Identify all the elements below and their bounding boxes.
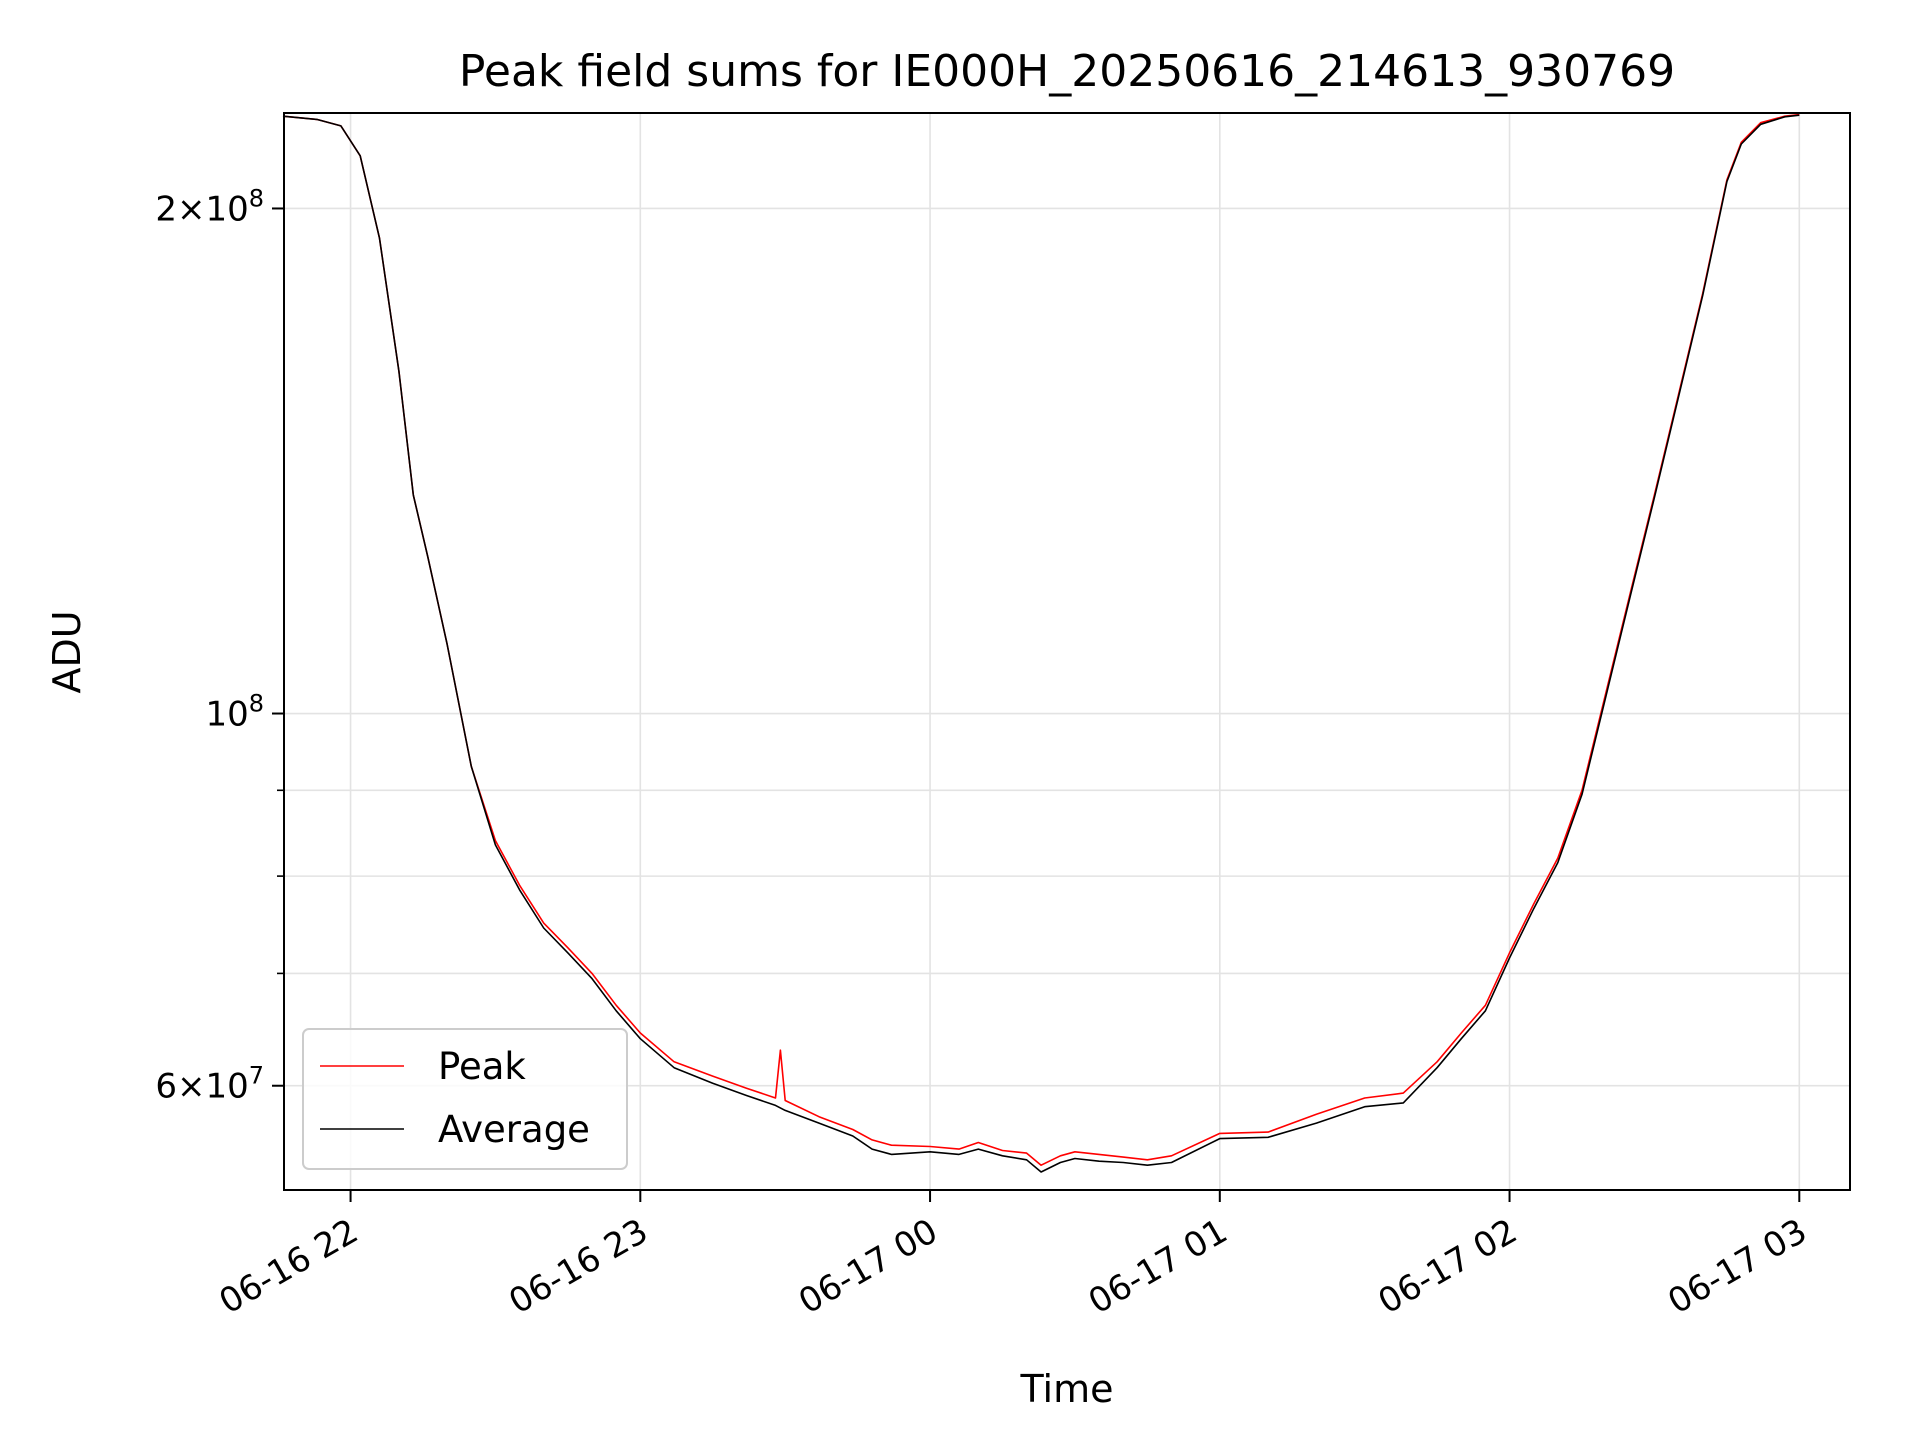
legend-label-peak: Peak [438, 1045, 526, 1088]
chart-title: Peak field sums for IE000H_20250616_2146… [459, 46, 1675, 97]
legend-box [302, 1028, 628, 1170]
y-tick-label: 6×107 [155, 1062, 264, 1107]
y-axis-label: ADU [45, 610, 89, 693]
plot-frame [283, 112, 1851, 1191]
series-line-average [282, 114, 1800, 1173]
legend: Peak Average [302, 1028, 628, 1170]
y-axis-ticks: 6×107 108 2×108 [155, 184, 284, 1107]
y-tick-label: 108 [205, 690, 264, 735]
series-line-peak [282, 113, 1800, 1166]
x-axis-label: Time [1020, 1367, 1114, 1411]
series-lines [282, 113, 1800, 1173]
legend-label-average: Average [438, 1108, 590, 1151]
y-tick-label: 2×108 [155, 184, 264, 229]
